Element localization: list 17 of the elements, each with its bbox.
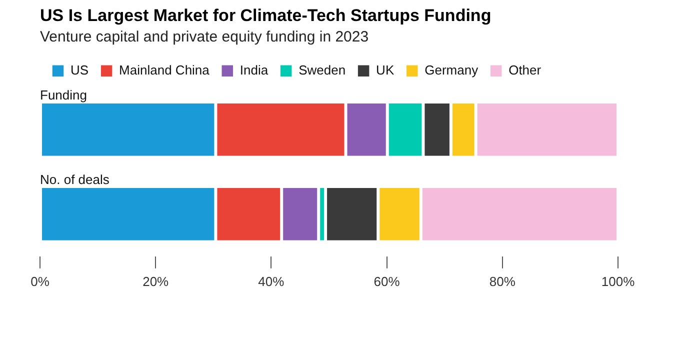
legend-label: US	[70, 62, 89, 78]
legend-label: Sweden	[298, 62, 346, 78]
legend-label: Other	[508, 62, 542, 78]
y-tick-label: No. of deals	[40, 172, 110, 188]
x-tick-label: 100%	[601, 274, 636, 289]
y-tick-label: Funding	[40, 88, 87, 103]
legend-label: Mainland China	[119, 62, 210, 78]
legend-label: UK	[376, 62, 394, 78]
x-tick-label: 20%	[142, 274, 170, 289]
legend-label: Germany	[424, 62, 479, 78]
x-tick-label: 80%	[489, 274, 516, 289]
chart-subtitle: Venture capital and private equity funding in 2023	[40, 28, 369, 46]
legend-label: India	[240, 62, 269, 78]
x-tick-label: 40%	[258, 274, 285, 289]
x-tick-label: 0%	[30, 274, 50, 289]
chart-title: US Is Largest Market for Climate-Tech Startups Funding	[40, 6, 492, 25]
x-tick-label: 60%	[374, 274, 400, 289]
